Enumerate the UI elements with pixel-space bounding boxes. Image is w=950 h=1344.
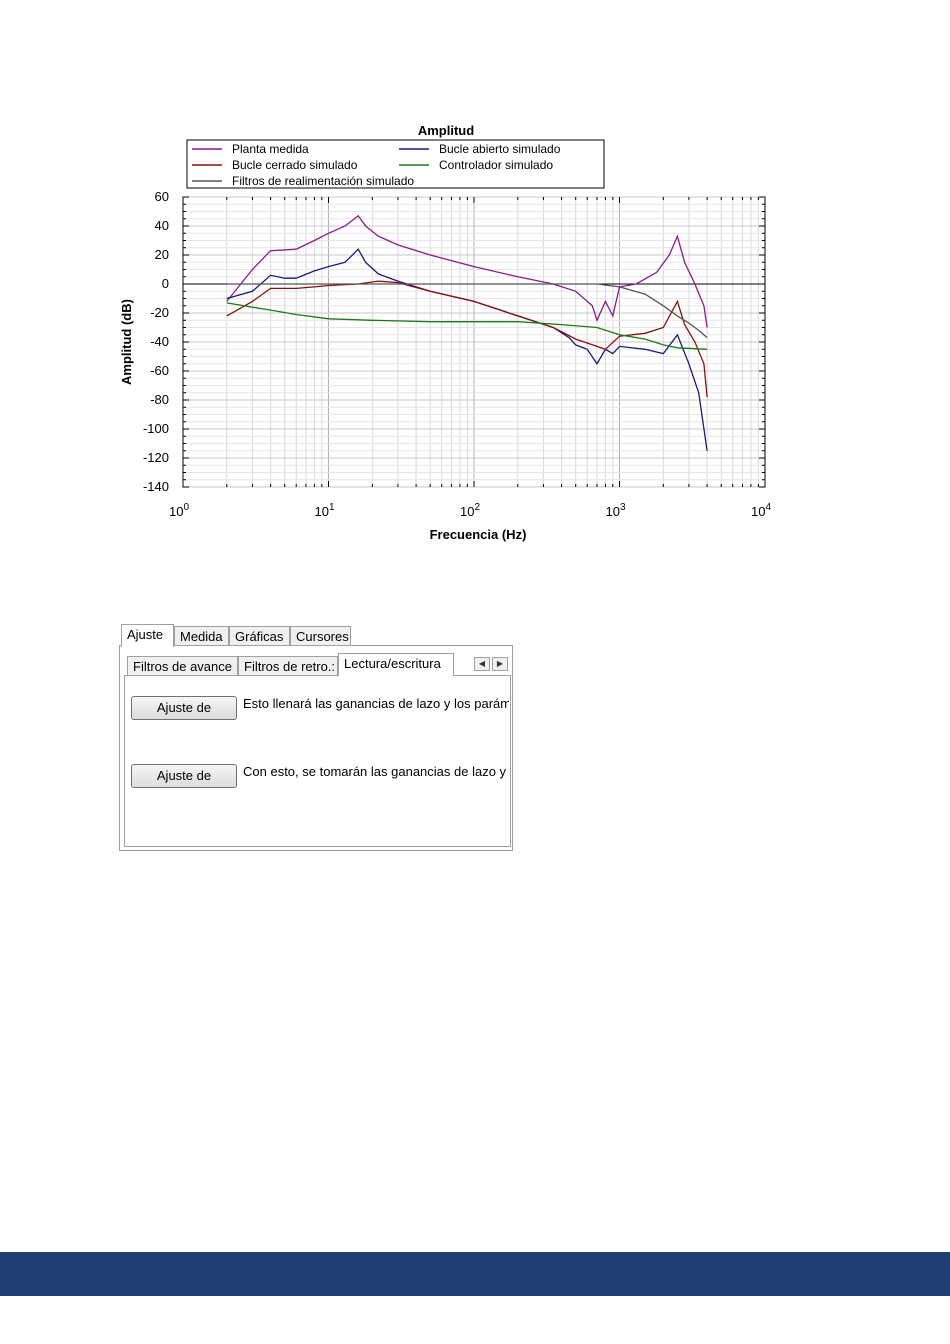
series-line-4 xyxy=(226,283,708,339)
y-tick-label: -100 xyxy=(143,421,169,436)
y-tick-label: -120 xyxy=(143,450,169,465)
y-tick-label: -80 xyxy=(150,392,169,407)
footer-bar xyxy=(0,1252,950,1296)
ajuste-de-button-2[interactable]: Ajuste de xyxy=(131,764,237,788)
legend: Planta medida Bucle abierto simulado Bucle… xyxy=(192,142,561,188)
y-tick-label: 0 xyxy=(162,276,169,291)
scroll-left-button[interactable]: ◀ xyxy=(474,657,490,671)
y-tick-label: 40 xyxy=(155,218,169,233)
x-axis-label: Frecuencia (Hz) xyxy=(430,527,527,542)
y-tick-label: 60 xyxy=(155,189,169,204)
legend-entry: Controlador simulado xyxy=(439,158,553,172)
tab-graficas[interactable]: Gráficas xyxy=(229,626,290,646)
tab-medida[interactable]: Medida xyxy=(174,626,229,646)
legend-box xyxy=(186,139,605,189)
y-axis-label: Amplitud (dB) xyxy=(119,299,134,385)
y-tick-labels: 60 40 20 0 -20 -40 -60 -80 -100 -120 -140 xyxy=(143,189,169,494)
tab-ajuste[interactable]: Ajuste xyxy=(121,624,174,647)
x-tick-labels: 100 101 102 103 104 xyxy=(169,502,771,519)
series-lines xyxy=(226,214,708,451)
y-tick-label: -40 xyxy=(150,334,169,349)
subtab-filtros-retro[interactable]: Filtros de retro.: xyxy=(238,656,338,676)
amplitude-chart: Amplitud Planta medida Bucle abierto simu… xyxy=(119,123,771,542)
ajuste-de-button-1[interactable]: Ajuste de xyxy=(131,696,237,720)
description-2: Con esto, se tomarán las ganancias de la… xyxy=(243,764,509,779)
series-line-3 xyxy=(226,302,708,350)
x-tick-label: 103 xyxy=(605,502,625,519)
series-line-2 xyxy=(226,280,708,398)
subtab-filtros-avance[interactable]: Filtros de avance xyxy=(127,656,238,676)
scroll-right-icon: ▶ xyxy=(496,659,504,668)
y-tick-label: 20 xyxy=(155,247,169,262)
legend-entry: Filtros de realimentación simulado xyxy=(232,174,414,188)
tab-cursores[interactable]: Cursores xyxy=(290,626,351,646)
legend-entry: Bucle cerrado simulado xyxy=(232,158,358,172)
description-1: Esto llenará las ganancias de lazo y los… xyxy=(243,696,509,711)
x-tick-label: 102 xyxy=(460,502,480,519)
x-tick-label: 101 xyxy=(314,502,334,519)
scroll-right-button[interactable]: ▶ xyxy=(492,657,508,671)
x-tick-label: 104 xyxy=(751,502,771,519)
scroll-left-icon: ◀ xyxy=(478,659,486,668)
y-tick-label: -140 xyxy=(143,479,169,494)
y-tick-label: -60 xyxy=(150,363,169,378)
chart-title: Amplitud xyxy=(418,123,474,138)
legend-entry: Planta medida xyxy=(232,142,309,156)
legend-entry: Bucle abierto simulado xyxy=(439,142,561,156)
x-tick-label: 100 xyxy=(169,502,189,519)
subtab-lectura-escritura[interactable]: Lectura/escritura xyxy=(338,653,454,676)
y-tick-label: -20 xyxy=(150,305,169,320)
grid xyxy=(182,196,765,488)
